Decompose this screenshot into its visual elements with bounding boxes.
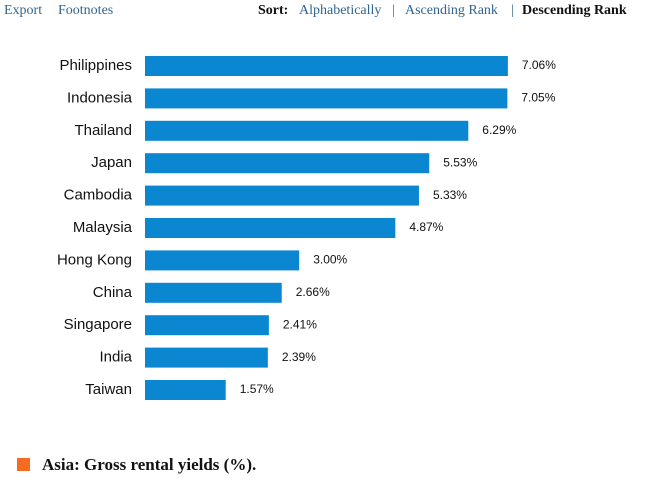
bar bbox=[145, 56, 508, 76]
category-label: Malaysia bbox=[73, 219, 133, 236]
chart-title: Asia: Gross rental yields (%). bbox=[42, 455, 256, 474]
separator: | bbox=[392, 3, 395, 18]
value-label: 4.87% bbox=[409, 220, 443, 234]
value-label: 1.57% bbox=[240, 382, 274, 396]
bar bbox=[145, 153, 430, 174]
bar bbox=[145, 88, 508, 109]
bar bbox=[145, 315, 269, 336]
bar bbox=[145, 282, 282, 303]
value-label: 2.66% bbox=[296, 285, 330, 299]
category-label: Philippines bbox=[59, 57, 132, 74]
value-label: 5.33% bbox=[433, 188, 467, 202]
sort-label: Sort: bbox=[258, 3, 288, 18]
category-label: Indonesia bbox=[67, 89, 133, 106]
bar bbox=[145, 185, 419, 206]
sort-option[interactable]: Alphabetically bbox=[299, 3, 381, 18]
value-label: 5.53% bbox=[443, 155, 477, 169]
legend-swatch bbox=[17, 458, 30, 471]
value-label: 2.41% bbox=[283, 317, 317, 331]
bar bbox=[145, 218, 396, 238]
category-label: Thailand bbox=[74, 122, 132, 139]
value-label: 7.05% bbox=[521, 91, 555, 105]
category-label: Cambodia bbox=[64, 187, 133, 204]
value-label: 3.00% bbox=[313, 253, 347, 267]
category-label: Singapore bbox=[64, 316, 132, 333]
export-link[interactable]: Export bbox=[4, 3, 42, 18]
value-label: 2.39% bbox=[282, 350, 316, 364]
sort-option-active[interactable]: Descending Rank bbox=[522, 3, 627, 18]
sort-option[interactable]: Ascending Rank bbox=[405, 3, 498, 18]
category-label: Taiwan bbox=[85, 381, 132, 398]
separator: | bbox=[511, 3, 514, 18]
bar bbox=[145, 347, 268, 368]
category-label: Hong Kong bbox=[57, 251, 132, 268]
footnotes-link[interactable]: Footnotes bbox=[58, 3, 113, 18]
category-label: China bbox=[93, 284, 133, 301]
value-label: 7.06% bbox=[522, 58, 556, 72]
bar bbox=[145, 120, 469, 141]
bar bbox=[145, 250, 300, 271]
category-label: India bbox=[99, 349, 132, 366]
bar bbox=[145, 380, 226, 400]
category-label: Japan bbox=[91, 154, 132, 171]
value-label: 6.29% bbox=[482, 123, 516, 137]
